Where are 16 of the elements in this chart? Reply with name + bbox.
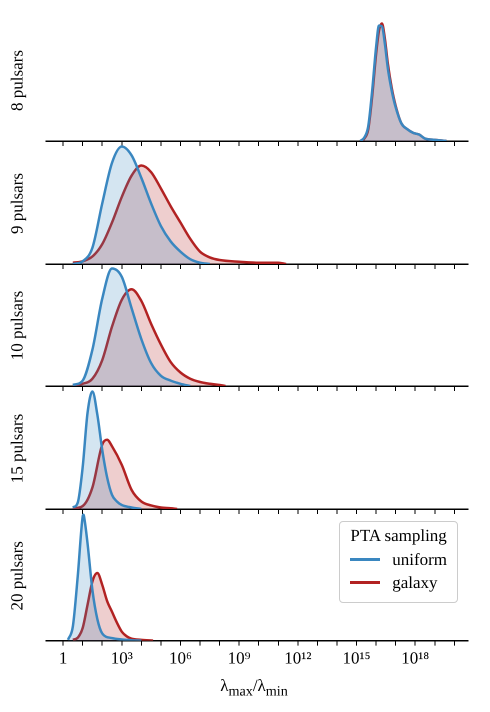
legend-title: PTA sampling	[350, 526, 447, 546]
x-tick-label: 10¹⁵	[342, 648, 371, 668]
x-tick-label: 1	[58, 648, 68, 668]
x-tick-label: 10¹²	[284, 648, 312, 668]
x-tick-label: 10³	[110, 648, 133, 668]
x-axis-title: λ$_{max}$/λ$_{min}$	[219, 676, 289, 700]
y-axis-title: 15 pulsars	[8, 414, 27, 484]
legend-label: galaxy	[392, 572, 438, 593]
y-axis-title: 8 pulsars	[8, 50, 27, 111]
y-axis-title: 20 pulsars	[8, 540, 27, 610]
x-tick-label: 10⁹	[228, 648, 251, 668]
legend-label: uniform	[392, 550, 447, 570]
y-axis-title: 10 pulsars	[8, 291, 27, 361]
x-tick-label: 10⁶	[169, 648, 192, 668]
y-axis-title: 9 pulsars	[8, 172, 27, 234]
x-tick-label: 10¹⁸	[401, 648, 430, 668]
